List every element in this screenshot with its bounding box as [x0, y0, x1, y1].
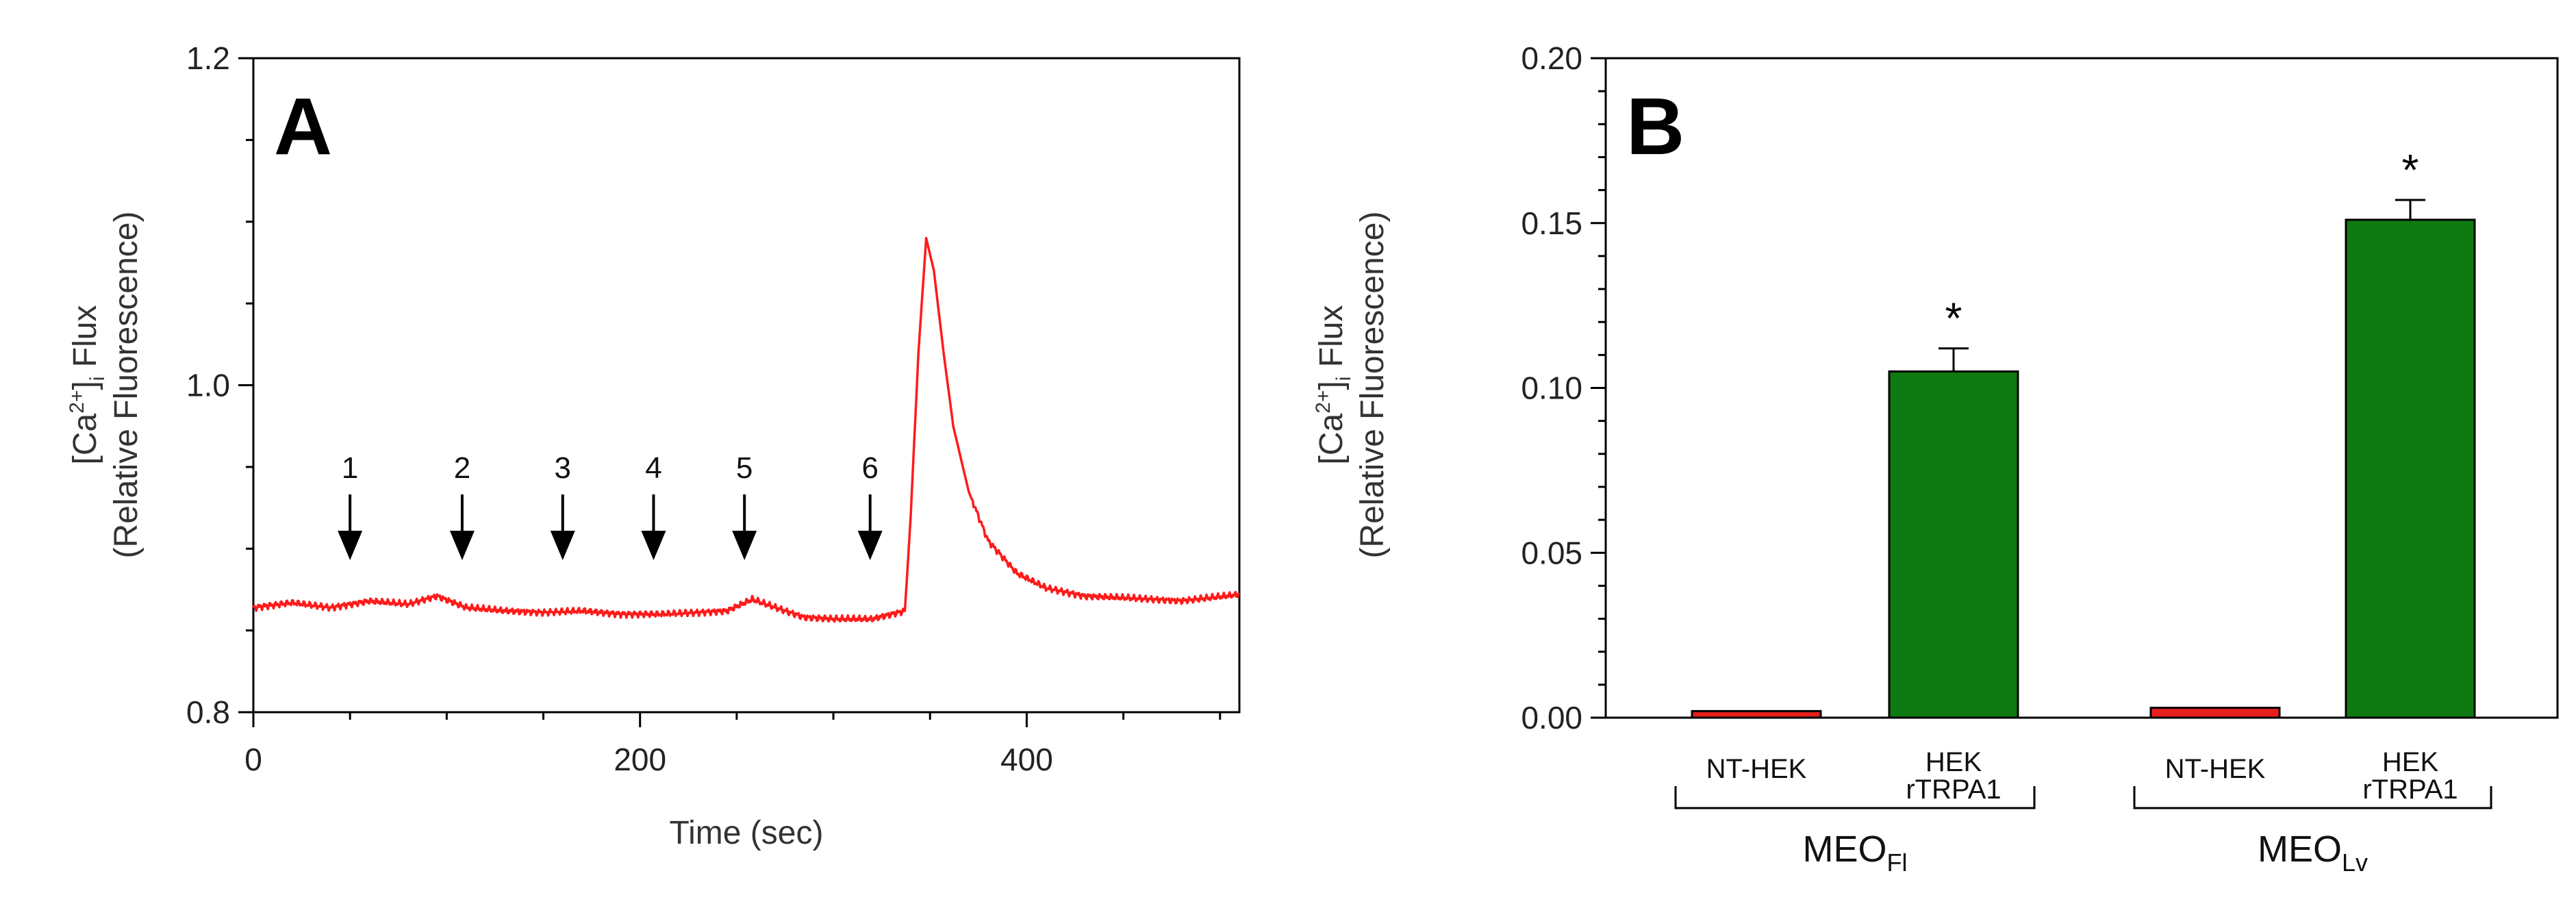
- panel-a-x-ticks: [252, 712, 1222, 727]
- panel-a-arrow-6: 6: [857, 451, 883, 560]
- panel-a-x-tick-label: 200: [614, 742, 666, 777]
- panel-b-y-prefix: [Ca: [1313, 413, 1350, 464]
- panel-b-category-label: rTRPA1: [2362, 775, 2458, 805]
- panel-a-y-tick-label: 1.0: [186, 368, 230, 403]
- panel-a-x-tick-label: 0: [244, 742, 262, 777]
- panel-b-y-suffix: Flux: [1313, 305, 1350, 377]
- panel-b-category-label: HEK: [2382, 747, 2439, 777]
- panel-a-letter: A: [274, 81, 332, 172]
- panel-a-arrow-head: [449, 531, 475, 560]
- panel-b-y-tick-label: 0.00: [1521, 700, 1582, 735]
- panel-b-y-ticks: [1591, 57, 1606, 719]
- panel-b-group-labels: MEOFl MEOLv: [1674, 786, 2492, 877]
- panel-b-group-label-sub: Lv: [2342, 848, 2368, 877]
- panel-a-y-axis-title: [Ca2+]i Flux (Relative Fluorescence): [66, 212, 144, 559]
- panel-a-y-tick-labels: 0.8 1.0 1.2: [186, 40, 230, 730]
- panel-a-arrow-head: [857, 531, 883, 560]
- panel-a-x-tick-labels: 0 200 400: [244, 742, 1053, 777]
- panel-a-x-tick-label: 400: [1000, 742, 1053, 777]
- panel-b-bar: [1888, 370, 2019, 719]
- panel-b-y-axis-title: [Ca2+]i Flux (Relative Fluorescence): [1312, 212, 1391, 559]
- panel-b-y-sub: i: [1333, 377, 1355, 381]
- panel-b-y-tick-label: 0.15: [1521, 205, 1582, 241]
- panel-b-significance-star: *: [2402, 145, 2419, 194]
- panel-b-category-label: rTRPA1: [1906, 775, 2001, 805]
- panel-a-x-axis-title: Time (sec): [670, 815, 824, 851]
- panel-b-y-tick-labels: 0.00 0.05 0.10 0.15 0.20: [1521, 40, 1582, 735]
- panel-a-arrows: 1 2 3 4 5 6: [338, 451, 883, 560]
- panel-b-category-label: HEK: [1925, 747, 1982, 777]
- panel-a-arrow-label: 1: [342, 451, 358, 485]
- panel-b-y-tick-label: 0.05: [1521, 535, 1582, 570]
- panel-b-group-label: MEOLv: [2258, 829, 2368, 877]
- panel-b-y-sup: 2+: [1312, 390, 1335, 414]
- panel-b-bar: [1691, 709, 1822, 719]
- panel-b-y-axis-line2: (Relative Fluorescence): [1354, 212, 1391, 559]
- panel-a-arrow-head: [732, 531, 757, 560]
- panel-a-y-axis-line1: [Ca2+]i Flux: [66, 305, 109, 465]
- panel-a-y-sup: 2+: [66, 390, 88, 414]
- panel-b-bar-chart: B 0.000.050.100.150.20 ** NT-HEK HEKrTRPA…: [1312, 40, 2559, 877]
- panel-a-y-sub: i: [86, 377, 109, 381]
- panel-a-y-ticks: [238, 57, 253, 714]
- panel-a-arrow-head: [338, 531, 363, 560]
- panel-a-arrow-label: 3: [555, 451, 571, 485]
- panel-a-arrow-4: 4: [641, 451, 666, 560]
- panel-a-y-suffix: Flux: [67, 305, 103, 377]
- panel-b-category-label: NT-HEK: [1706, 754, 1807, 784]
- panel-a-arrow-label: 4: [645, 451, 661, 485]
- panel-b-y-mid: ]: [1313, 381, 1350, 390]
- panel-a-y-tick-label: 1.2: [186, 40, 230, 76]
- panel-a-arrow-5: 5: [732, 451, 757, 560]
- panel-b-group-label: MEOFl: [1802, 829, 1907, 877]
- panel-b-bars: **: [1691, 145, 2476, 719]
- panel-a-arrow-label: 2: [454, 451, 470, 485]
- panel-b-letter: B: [1626, 81, 1684, 172]
- panel-b-y-tick-label: 0.10: [1521, 370, 1582, 406]
- panel-a-arrow-1: 1: [338, 451, 363, 560]
- panel-b-significance-star: *: [1945, 294, 1962, 343]
- panel-a-arrow-head: [641, 531, 666, 560]
- panel-a-y-axis-line2: (Relative Fluorescence): [108, 212, 144, 559]
- panel-b-group-bracket: [1674, 786, 2036, 809]
- panel-b-group-label-sub: Fl: [1887, 848, 1908, 877]
- panel-a-plot-frame: [252, 57, 1241, 714]
- panel-a-arrow-3: 3: [550, 451, 575, 560]
- panel-a-line-chart: A 0.8 1.0 1.2 0 200 400 1 2 3 4 5 6 Time (sec) [C…: [66, 40, 1241, 851]
- panel-b-group-bracket: [2133, 786, 2492, 809]
- panel-b-group-0: MEOFl: [1674, 786, 2036, 877]
- panel-a-arrow-label: 6: [861, 451, 878, 485]
- panel-a-arrow-head: [550, 531, 575, 560]
- panel-b-y-tick-label: 0.20: [1521, 40, 1582, 76]
- panel-b-y-axis-line1: [Ca2+]i Flux: [1312, 305, 1355, 465]
- panel-b-category-label: NT-HEK: [2165, 754, 2266, 784]
- panel-a-y-prefix: [Ca: [67, 413, 103, 464]
- panel-a-trace-line: [252, 236, 1240, 623]
- panel-b-bar: [2345, 218, 2476, 719]
- panel-b-group-label-main: MEO: [1802, 829, 1886, 870]
- panel-a-arrow-2: 2: [449, 451, 475, 560]
- panel-b-group-1: MEOLv: [2133, 786, 2492, 877]
- panel-a-y-mid: ]: [67, 381, 103, 390]
- panel-b-bar: [2149, 707, 2281, 719]
- panel-a-arrow-label: 5: [736, 451, 753, 485]
- panel-b-group-label-main: MEO: [2258, 829, 2342, 870]
- panel-a-y-tick-label: 0.8: [186, 694, 230, 730]
